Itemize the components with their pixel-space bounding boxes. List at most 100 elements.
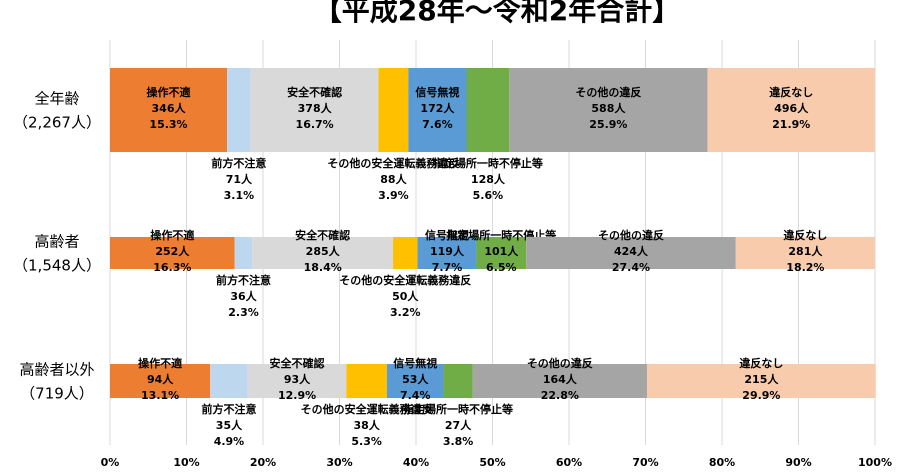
segment-name: その他の安全運転義務違反 [339,273,471,287]
count-label: 252人 [155,244,190,258]
count-label: 88人 [380,172,407,186]
category-label: （1,548人） [13,257,101,275]
segment-name: その他の安全運転義務違反 [327,156,459,170]
segment-name: 操作不適 [147,85,191,99]
count-label: 346人 [152,101,187,115]
value-label: 27.4% [612,261,650,274]
bar-segment [647,364,876,398]
count-label: 71人 [226,172,253,186]
value-label: 6.5% [486,261,517,274]
category-label: 高齢者以外 [19,361,94,379]
bar-segment [476,237,527,269]
count-label: 119人 [430,244,465,258]
bar-segment [247,364,347,398]
bar-segment [110,364,211,398]
x-tick-label: 80% [709,456,735,469]
value-label: 5.6% [473,189,504,202]
bar-segment [250,68,379,152]
bar-segment [443,364,473,398]
x-tick-label: 50% [479,456,505,469]
value-label: 25.9% [589,118,627,131]
x-tick-label: 0% [101,456,120,469]
bar-segment [526,237,736,269]
count-label: 378人 [298,101,333,115]
value-label: 15.3% [149,118,187,131]
bar-segment [378,68,409,152]
count-label: 215人 [744,372,779,386]
bar-segment [210,364,248,398]
segment-name: 指定場所一時不停止等 [433,156,543,170]
segment-name: 操作不適 [138,356,182,370]
count-label: 164人 [543,372,578,386]
segment-name: 前方不注意 [201,402,256,416]
value-label: 16.7% [296,118,334,131]
segment-name: 前方不注意 [216,273,271,287]
count-label: 94人 [147,372,174,386]
value-label: 12.9% [278,389,316,402]
value-label: 22.8% [541,389,579,402]
value-label: 3.1% [224,189,255,202]
count-label: 496人 [774,101,809,115]
value-label: 29.9% [742,389,780,402]
bar-segment [252,237,394,269]
bar-segment [386,364,444,398]
count-label: 93人 [284,372,311,386]
count-label: 128人 [471,172,506,186]
count-label: 424人 [614,244,649,258]
segment-name: 違反なし [739,356,783,370]
x-tick-label: 10% [173,456,199,469]
count-label: 172人 [420,101,455,115]
value-label: 7.4% [400,389,431,402]
bar-segment [509,68,708,152]
x-tick-label: 20% [250,456,276,469]
bar-segment [417,237,477,269]
count-label: 27人 [445,418,472,432]
segment-name: 信号無視 [415,85,459,99]
segment-name: 前方不注意 [211,156,266,170]
segment-name: 安全不確認 [270,356,325,370]
count-label: 38人 [354,418,381,432]
x-tick-label: 30% [326,456,352,469]
value-label: 3.8% [443,435,474,448]
x-tick-label: 90% [785,456,811,469]
category-label: （2,267人） [13,114,101,132]
count-label: 36人 [230,289,257,303]
bar-segment [110,68,228,152]
segment-name: その他の違反 [598,228,664,242]
value-label: 21.9% [772,118,810,131]
count-label: 35人 [216,418,243,432]
count-label: 53人 [402,372,429,386]
x-tick-label: 40% [403,456,429,469]
value-label: 5.3% [351,435,382,448]
value-label: 4.9% [214,435,245,448]
x-tick-label: 60% [556,456,582,469]
segment-name: 安全不確認 [295,228,350,242]
segment-name: 安全不確認 [287,85,342,99]
bar-segment [472,364,648,398]
value-label: 7.7% [432,261,463,274]
bar-segment [408,68,467,152]
bar-segment [346,364,387,398]
count-label: 588人 [591,101,626,115]
category-label: 高齢者 [34,233,79,251]
segment-name: 信号無視 [425,228,469,242]
value-label: 7.6% [422,118,453,131]
segment-name: 違反なし [769,85,813,99]
x-tick-label: 70% [632,456,658,469]
bar-segment [707,68,875,152]
segment-name: 指定場所一時不停止等 [403,402,513,416]
bar-segment [110,237,235,269]
category-label: 全年齢 [34,90,79,108]
value-label: 13.1% [141,389,179,402]
segment-name: 違反なし [783,228,827,242]
segment-name: その他の違反 [527,356,593,370]
segment-name: 信号無視 [393,356,437,370]
segment-name: その他の安全運転義務違反 [301,402,433,416]
count-label: 50人 [392,289,419,303]
x-tick-label: 100% [858,456,892,469]
value-label: 18.4% [304,261,342,274]
value-label: 16.3% [153,261,191,274]
count-label: 281人 [788,244,823,258]
segment-name: 操作不適 [150,228,194,242]
